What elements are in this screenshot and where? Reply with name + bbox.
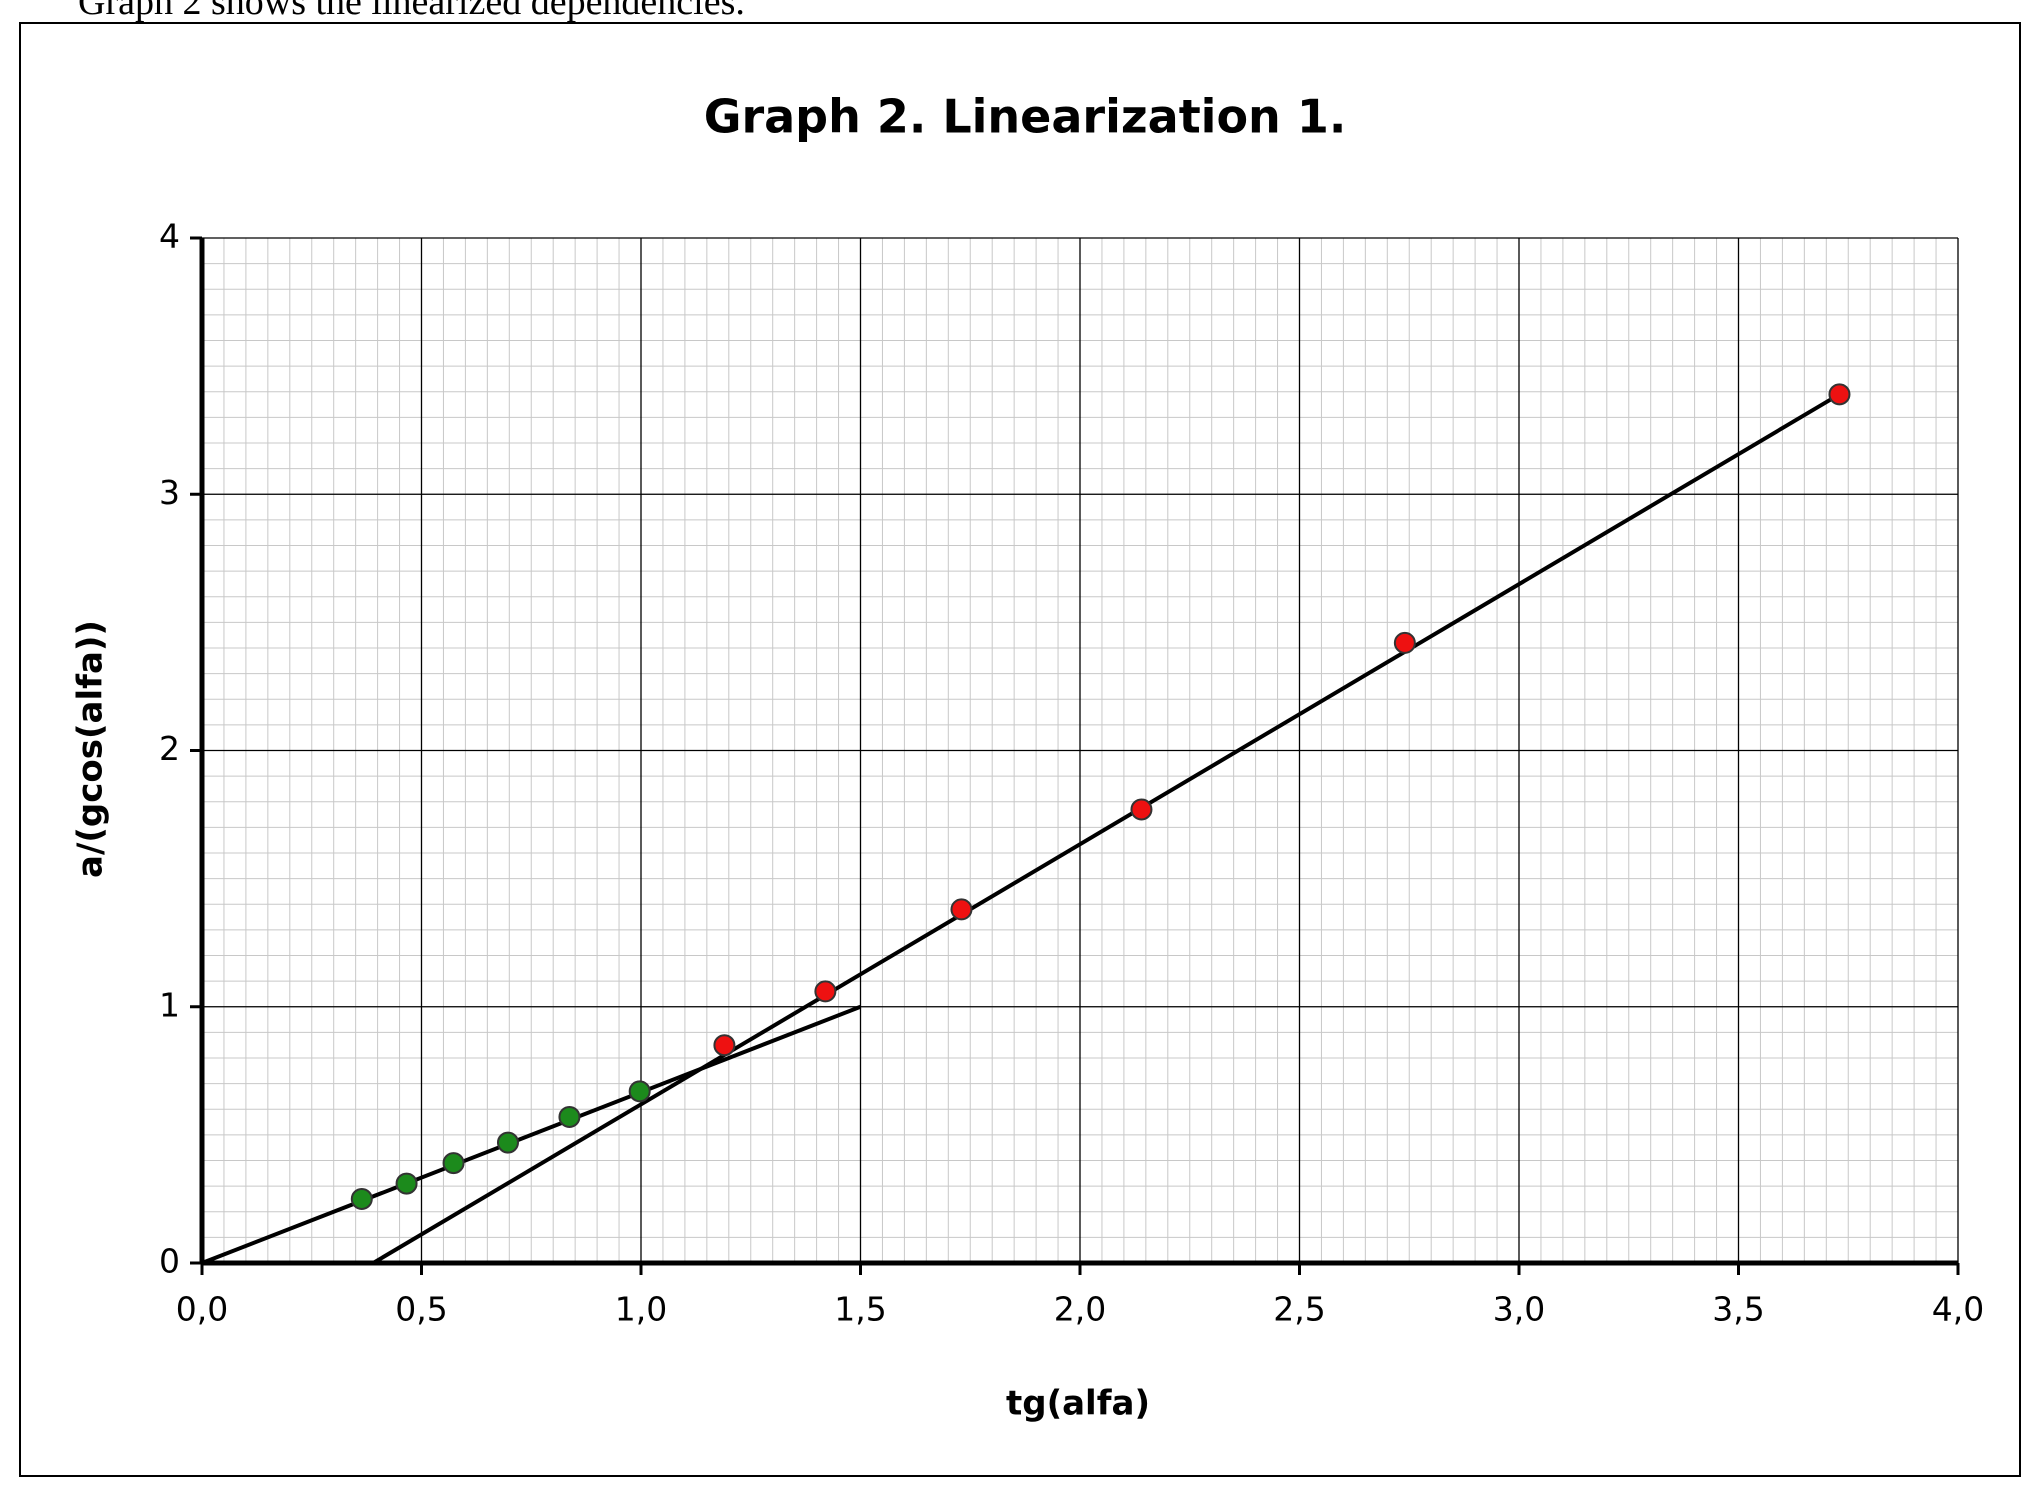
y-tick-label: 0 xyxy=(159,1242,180,1281)
chart-frame xyxy=(19,22,2021,1477)
y-axis-title: a/(gcos(alfa)) xyxy=(71,620,111,878)
data-point xyxy=(628,1080,651,1103)
fit-line xyxy=(201,1004,862,1265)
data-point xyxy=(950,898,973,921)
data-point xyxy=(713,1034,736,1057)
data-point xyxy=(1828,383,1851,406)
x-tick-label: 3,0 xyxy=(1493,1290,1545,1329)
x-tick-label: 3,5 xyxy=(1712,1290,1764,1329)
y-tick-label: 3 xyxy=(159,473,180,512)
x-tick-label: 0,5 xyxy=(395,1290,447,1329)
x-tick-label: 0,0 xyxy=(176,1290,228,1329)
x-tick-label: 2,0 xyxy=(1054,1290,1106,1329)
data-point xyxy=(496,1131,519,1154)
data-point xyxy=(395,1172,418,1195)
data-point xyxy=(814,980,837,1003)
x-tick-label: 1,5 xyxy=(834,1290,886,1329)
data-point xyxy=(442,1152,465,1175)
data-point xyxy=(558,1105,581,1128)
data-point xyxy=(350,1187,373,1210)
x-tick-label: 4,0 xyxy=(1932,1290,1984,1329)
y-tick-label: 1 xyxy=(159,985,180,1024)
data-point xyxy=(1130,798,1153,821)
x-tick-label: 2,5 xyxy=(1273,1290,1325,1329)
fit-line xyxy=(372,392,1841,1265)
x-axis-title: tg(alfa) xyxy=(1006,1384,1150,1424)
y-tick-label: 4 xyxy=(159,217,180,256)
intro-text: Graph 2 shows the linearized dependencie… xyxy=(78,0,745,23)
data-point xyxy=(1393,631,1416,654)
y-tick-label: 2 xyxy=(159,729,180,768)
chart-title: Graph 2. Linearization 1. xyxy=(704,90,1347,144)
x-tick-label: 1,0 xyxy=(615,1290,667,1329)
